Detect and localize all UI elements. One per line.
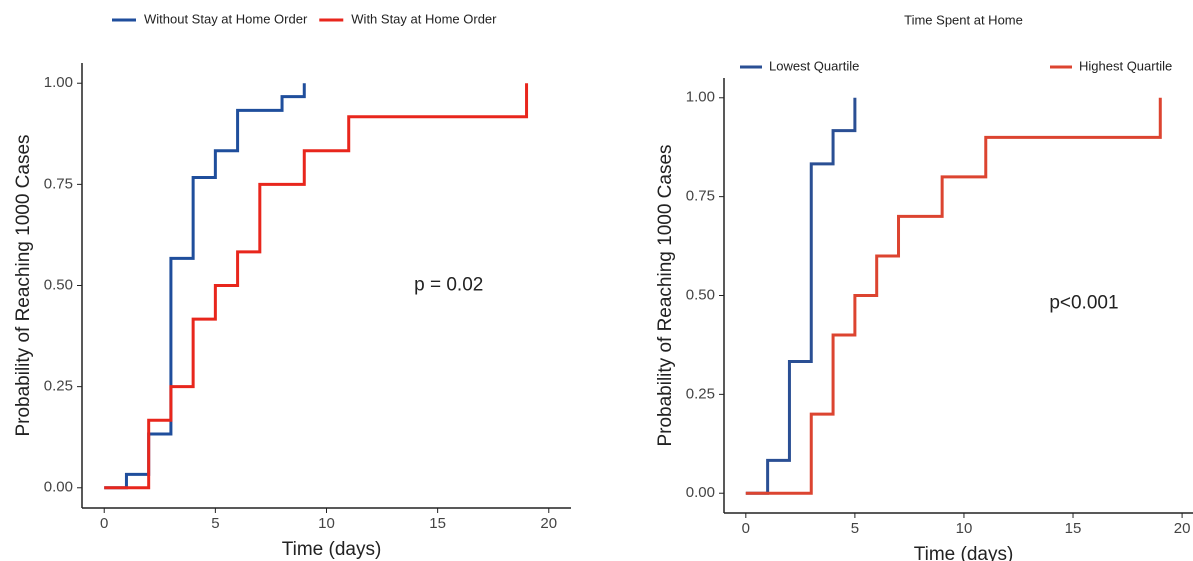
step-line (104, 83, 306, 490)
step-line (745, 97, 857, 495)
y-tick-label: 1.00 (44, 74, 73, 91)
y-tick-label: 0.25 (686, 385, 715, 402)
y-tick-label: 0.00 (44, 479, 73, 496)
y-axis-label: Probability of Reaching 1000 Cases (655, 144, 676, 446)
y-tick-label: 0.75 (686, 188, 715, 205)
x-tick-label: 10 (956, 520, 973, 537)
y-tick-label: 0.50 (686, 286, 715, 303)
y-tick-label: 1.00 (686, 89, 715, 106)
y-tick-label: 0.00 (686, 484, 715, 501)
x-tick-label: 0 (742, 520, 750, 537)
x-tick-label: 5 (851, 520, 859, 537)
x-tick-label: 10 (318, 515, 335, 532)
step-line (104, 83, 529, 490)
chart-title: Time Spent at Home (904, 12, 1023, 27)
x-tick-label: 20 (1174, 520, 1191, 537)
x-tick-label: 15 (429, 515, 446, 532)
y-axis-label: Probability of Reaching 1000 Cases (13, 134, 34, 436)
x-tick-label: 5 (211, 515, 219, 532)
y-tick-label: 0.75 (44, 175, 73, 192)
x-tick-label: 15 (1065, 520, 1082, 537)
x-axis-label: Time (days) (282, 539, 382, 560)
annotation: p = 0.02 (414, 275, 483, 296)
x-axis-label: Time (days) (914, 544, 1014, 561)
y-tick-label: 0.25 (44, 378, 73, 395)
legend-label: With Stay at Home Order (351, 11, 497, 26)
x-tick-label: 20 (540, 515, 557, 532)
legend-label: Highest Quartile (1079, 58, 1172, 73)
annotation: p<0.001 (1049, 292, 1118, 313)
x-tick-label: 0 (100, 515, 108, 532)
legend-label: Lowest Quartile (769, 58, 859, 73)
legend-label: Without Stay at Home Order (144, 11, 308, 26)
step-line (745, 97, 1162, 495)
y-tick-label: 0.50 (44, 276, 73, 293)
